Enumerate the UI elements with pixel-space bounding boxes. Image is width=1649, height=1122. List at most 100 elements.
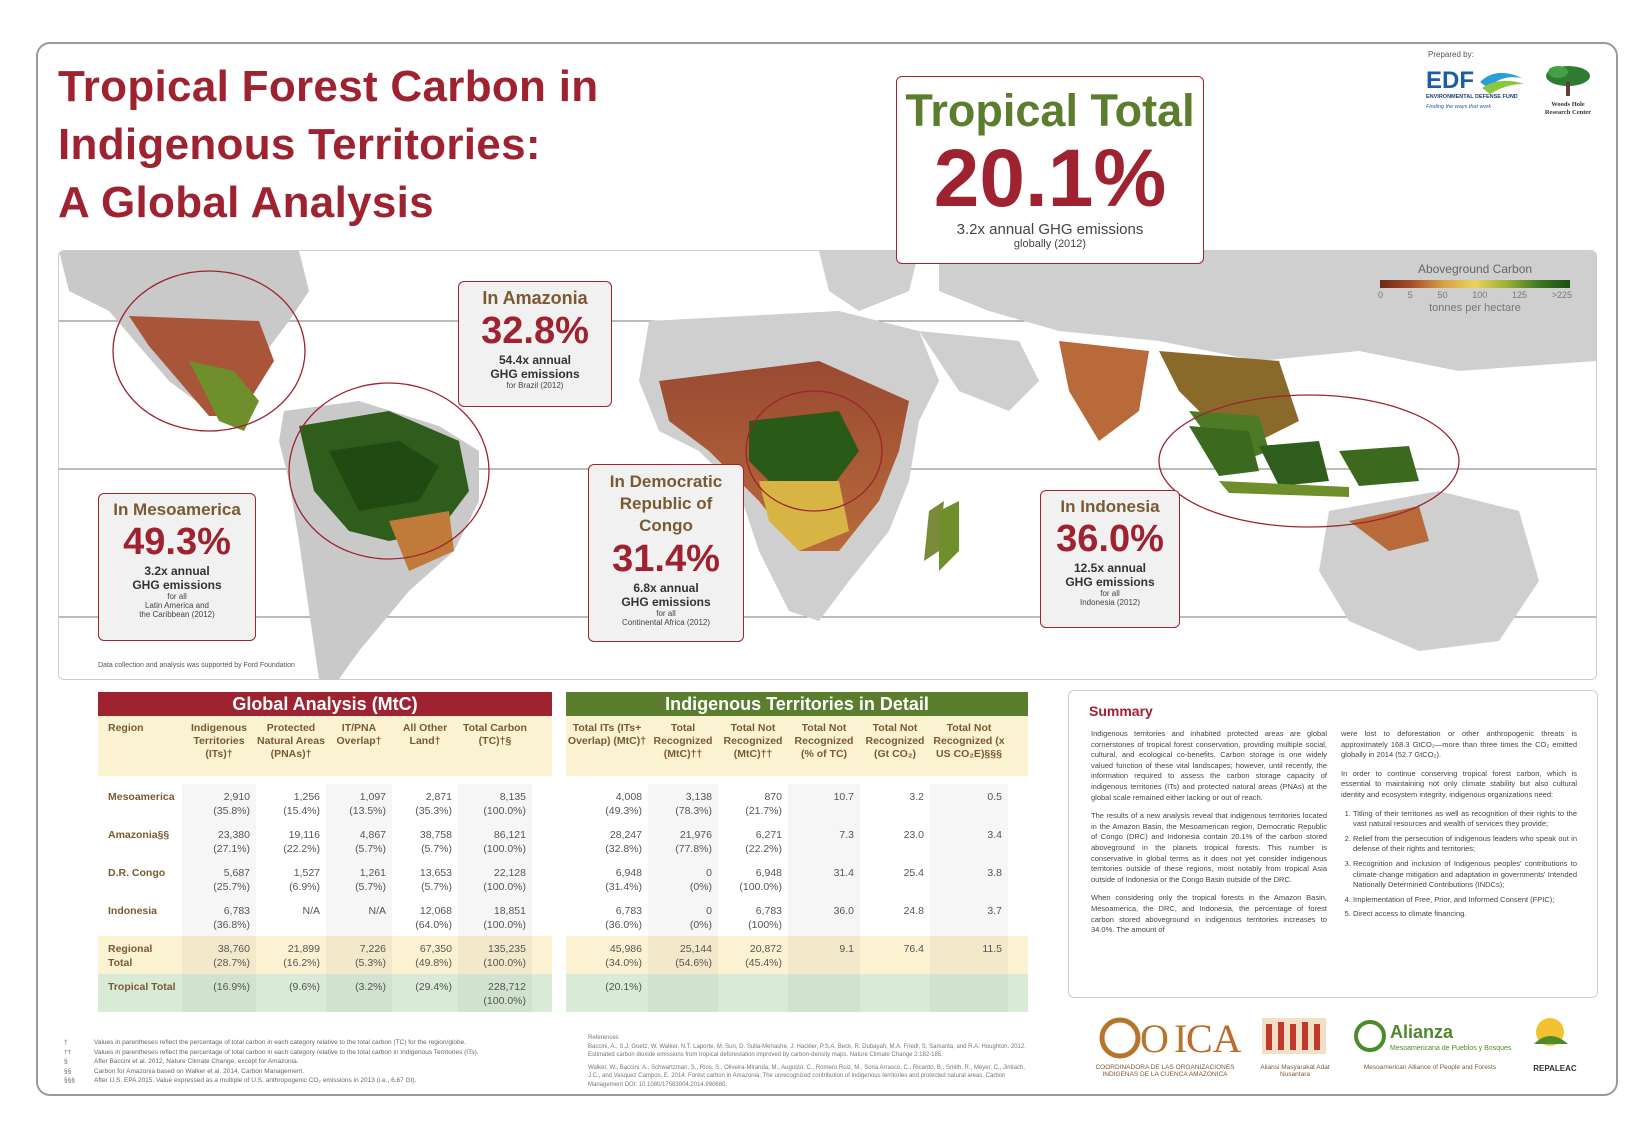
table-cell: 67,350 (49.8%) bbox=[392, 936, 458, 974]
cell-value: 0 bbox=[706, 905, 712, 917]
footnote-text: After Baccini et al. 2012, Nature Climat… bbox=[94, 1058, 299, 1065]
cell-value: 24.8 bbox=[903, 905, 924, 917]
drc-heading-1: In Democratic bbox=[609, 472, 723, 491]
column-header: Total Carbon (TC)†§ bbox=[463, 722, 527, 747]
table-row: Mesoamerica 2,910 (35.8%) 1,256 (15.4%) 1,097… bbox=[98, 784, 552, 822]
cell-percent: (22.2%) bbox=[283, 843, 320, 855]
indo-percent: 36.0% bbox=[1056, 518, 1164, 560]
indo-heading: In Indonesia bbox=[1060, 497, 1160, 516]
table-cell: 1,527 (6.9%) bbox=[256, 860, 326, 898]
table-cell: 0 (0%) bbox=[648, 860, 718, 898]
row-label: Amazonia§§ bbox=[108, 829, 170, 841]
cell-percent: (28.7%) bbox=[213, 957, 250, 969]
cell-value: 135,235 bbox=[488, 943, 526, 955]
table-row: 4,008 (49.3%) 3,138 (78.3%) 870 (21.7%) 10.7 3.… bbox=[566, 784, 1028, 822]
global-analysis-table: Region Indigenous Territories (ITs)† Prote… bbox=[98, 716, 552, 1034]
table-cell: 1,256 (15.4%) bbox=[256, 784, 326, 822]
table-cell: 21,976 (77.8%) bbox=[648, 822, 718, 860]
cell-percent: (35.3%) bbox=[415, 805, 452, 817]
legend-tick: 0 bbox=[1378, 290, 1384, 300]
cell-value: 6,783 bbox=[223, 905, 250, 917]
table-cell: N/A bbox=[256, 898, 326, 936]
table-cell: 5,687 (25.7%) bbox=[182, 860, 256, 898]
table-cell: N/A bbox=[326, 898, 392, 936]
cell-percent: (31.4%) bbox=[605, 881, 642, 893]
cell-value: 3.4 bbox=[987, 829, 1002, 841]
cell-value: 25,144 bbox=[679, 943, 712, 955]
cell-percent: (36.8%) bbox=[213, 919, 250, 931]
table-cell bbox=[648, 974, 718, 1012]
cell-value: 23,380 bbox=[217, 829, 250, 841]
table-cell: 3.2 bbox=[860, 784, 930, 822]
table-cell: 31.4 bbox=[788, 860, 860, 898]
table-cell: 6,948 (31.4%) bbox=[566, 860, 648, 898]
cell-value: 4,008 bbox=[615, 791, 642, 803]
column-header: Region bbox=[108, 722, 144, 734]
cell-percent: (29.4%) bbox=[415, 981, 452, 993]
table-cell: 18,851 (100.0%) bbox=[458, 898, 532, 936]
table-row: D.R. Congo 5,687 (25.7%) 1,527 (6.9%) 1,261 (5… bbox=[98, 860, 552, 898]
cell-percent: (5.3%) bbox=[355, 957, 386, 969]
cell-percent: (49.8%) bbox=[415, 957, 452, 969]
table-cell: 12,068 (64.0%) bbox=[392, 898, 458, 936]
table-cell: 3.8 bbox=[930, 860, 1008, 898]
prepared-by-label: Prepared by: bbox=[1428, 50, 1474, 59]
table-cell: 8,135 (100.0%) bbox=[458, 784, 532, 822]
table-cell: (20.1%) bbox=[566, 974, 648, 1012]
references-label: References bbox=[588, 1035, 619, 1041]
table-cell: 38,758 (5.7%) bbox=[392, 822, 458, 860]
cell-value: 28,247 bbox=[609, 829, 642, 841]
summary-title: Summary bbox=[1089, 703, 1153, 719]
cell-value: 3.7 bbox=[987, 905, 1002, 917]
summary-need-item: Recognition and inclusion of Indigenous … bbox=[1353, 859, 1577, 891]
column-header: Indigenous Territories (ITs)† bbox=[191, 722, 247, 760]
meso-line1: 3.2x annual bbox=[144, 564, 210, 578]
svg-text:O: O bbox=[1140, 1016, 1169, 1061]
drc-heading-2: Republic of bbox=[619, 494, 713, 513]
cell-value: 13,653 bbox=[419, 867, 452, 879]
legend-title: Aboveground Carbon bbox=[1417, 262, 1533, 276]
table-row: Tropical Total (16.9%) (9.6%) (3.2%) (29.4%)… bbox=[98, 974, 552, 1012]
summary-col-1: Indigenous territories and inhabited pro… bbox=[1091, 729, 1327, 944]
cell-value: 870 bbox=[764, 791, 782, 803]
cell-value: 2,910 bbox=[223, 791, 250, 803]
mesoamerica-callout: In Mesoamerica 49.3% 3.2x annual GHG emi… bbox=[98, 493, 256, 641]
table-cell: 28,247 (32.8%) bbox=[566, 822, 648, 860]
coica-logo-text: COORDINADORA DE LAS ORGANIZACIONES INDIG… bbox=[1095, 1064, 1235, 1078]
table-cell: 1,097 (13.5%) bbox=[326, 784, 392, 822]
cell-percent: (15.4%) bbox=[283, 805, 320, 817]
cell-percent: (16.9%) bbox=[213, 981, 250, 993]
poster-frame bbox=[36, 42, 1618, 1096]
cell-value: 2,871 bbox=[425, 791, 452, 803]
summary-p1: Indigenous territories and inhabited pro… bbox=[1091, 729, 1327, 802]
cell-percent: (77.8%) bbox=[675, 843, 712, 855]
table-cell: 0.5 bbox=[930, 784, 1008, 822]
cell-percent: (25.7%) bbox=[213, 881, 250, 893]
table-row: Indonesia 6,783 (36.8%) N/A N/A 12,068 (64.0%)… bbox=[98, 898, 552, 936]
amazonia-line2: GHG emissions bbox=[490, 367, 580, 381]
table-cell bbox=[788, 974, 860, 1012]
table-cell: 3,138 (78.3%) bbox=[648, 784, 718, 822]
reference-2: Walker, W., Baccini, A., Schwartzman, S.… bbox=[588, 1064, 1025, 1088]
cell-value: 8,135 bbox=[499, 791, 526, 803]
column-header: All Other Land† bbox=[402, 722, 448, 747]
table-cell: 38,760 (28.7%) bbox=[182, 936, 256, 974]
footnote-symbol: § bbox=[64, 1058, 68, 1065]
cell-value: 19,116 bbox=[288, 829, 320, 841]
summary-p4: were lost to deforestation or other anth… bbox=[1341, 729, 1577, 760]
tropical-total-callout: Tropical Total 20.1% 3.2x annual GHG emi… bbox=[896, 76, 1204, 264]
cell-percent: (100%) bbox=[748, 919, 782, 931]
cell-value: 38,760 bbox=[217, 943, 250, 955]
summary-col-2: were lost to deforestation or other anth… bbox=[1341, 729, 1577, 924]
summary-need-item: Implementation of Free, Prior, and Infor… bbox=[1353, 895, 1577, 906]
meso-line3: for all bbox=[167, 592, 187, 601]
cell-value: 67,350 bbox=[419, 943, 452, 955]
cell-percent: (13.5%) bbox=[349, 805, 386, 817]
legend-tick: 50 bbox=[1437, 290, 1448, 300]
row-label: Regional Total bbox=[108, 943, 153, 969]
footnote: † Values in parentheses reflect the perce… bbox=[64, 1038, 479, 1048]
table-cell: 0 (0%) bbox=[648, 898, 718, 936]
tropical-total-heading: Tropical Total bbox=[905, 85, 1195, 136]
legend-tick: 100 bbox=[1472, 290, 1488, 300]
table-row: 6,948 (31.4%) 0 (0%) 6,948 (100.0%) 31.4 25.4 3.… bbox=[566, 860, 1028, 898]
